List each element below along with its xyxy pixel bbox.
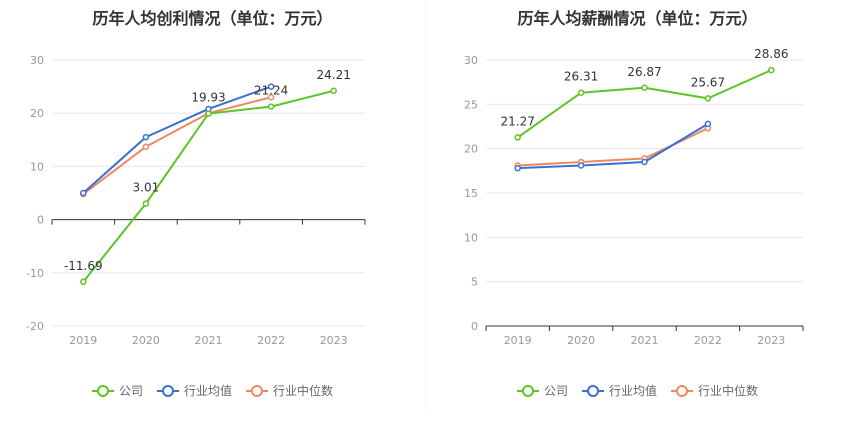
y-tick-label: 0 <box>37 214 44 227</box>
data-point-company <box>641 84 648 92</box>
y-tick-label: 10 <box>464 231 478 244</box>
legend-item-industry-median[interactable]: 行业中位数 <box>671 382 758 399</box>
legend-item-industry-avg[interactable]: 行业均值 <box>581 382 657 399</box>
legend-company-icon <box>516 384 539 397</box>
x-tick-label: 2021 <box>195 334 223 347</box>
legend-label: 行业中位数 <box>273 384 334 398</box>
data-point-industry-avg <box>267 83 275 90</box>
x-tick-label: 2023 <box>757 334 785 347</box>
data-point-company <box>330 87 337 95</box>
legend-label: 行业均值 <box>183 384 232 398</box>
y-tick-label: 10 <box>30 160 44 173</box>
chart-legend: 公司 行业均值 行业中位数 <box>425 382 850 399</box>
series-line-company <box>517 69 772 139</box>
legend-company-icon <box>91 384 114 397</box>
data-point-industry-median <box>267 93 275 101</box>
x-tick-label: 2020 <box>567 334 595 347</box>
y-tick-label: -10 <box>26 267 44 280</box>
data-point-industry-median <box>142 143 150 150</box>
series-line-company <box>82 89 334 283</box>
data-point-company <box>577 89 585 96</box>
data-point-industry-avg <box>704 120 712 128</box>
y-tick-label: 25 <box>464 98 478 111</box>
legend-item-company[interactable]: 公司 <box>91 382 143 399</box>
profit-per-capita-chart: 历年人均创利情况（单位：万元） -20 -10 0 10 20 30 2019 2020 202… <box>0 9 425 399</box>
x-tick-label: 2021 <box>631 334 659 347</box>
chart-title: 历年人均创利情况（单位：万元） <box>92 9 333 28</box>
data-label: 28.86 <box>754 47 788 61</box>
x-tick-label: 2019 <box>69 334 97 347</box>
data-point-company <box>142 200 150 207</box>
data-label: 24.21 <box>317 68 351 82</box>
legend-label: 公司 <box>543 384 568 398</box>
y-tick-label: 20 <box>464 143 478 156</box>
data-label: 3.01 <box>133 181 160 195</box>
x-tick-label: 2022 <box>257 334 285 347</box>
legend-item-industry-median[interactable]: 行业中位数 <box>246 382 333 399</box>
data-label: 21.24 <box>254 84 288 98</box>
salary-per-capita-chart: 历年人均薪酬情况（单位：万元） 0 5 10 15 20 25 30 2019 2020 2021… <box>425 0 850 437</box>
legend-label: 行业中位数 <box>698 384 759 398</box>
y-tick-label: 20 <box>30 107 44 120</box>
data-label: 19.93 <box>191 91 225 105</box>
data-label: 26.31 <box>564 70 598 84</box>
legend-industry-avg-icon <box>581 384 604 397</box>
chart-plot-area: -20 -10 0 10 20 30 2019 2020 2021 2022 2023 -11.69 3… <box>26 54 366 347</box>
data-point-company <box>80 278 87 286</box>
data-label: -11.69 <box>64 259 103 273</box>
x-tick-label: 2019 <box>504 334 532 347</box>
y-tick-label: 30 <box>30 54 44 67</box>
y-tick-label: 5 <box>471 276 478 289</box>
legend-label: 行业均值 <box>608 384 657 398</box>
legend-label: 公司 <box>118 384 143 398</box>
data-point-company <box>205 110 212 117</box>
data-point-industry-avg <box>80 189 87 197</box>
data-point-industry-avg <box>641 158 648 166</box>
data-label: 21.27 <box>501 114 535 128</box>
series-line-industry-median <box>517 127 709 167</box>
x-tick-label: 2023 <box>320 334 348 347</box>
series-line-industry-avg <box>517 122 709 170</box>
data-point-company <box>704 95 712 102</box>
data-label: 26.87 <box>627 65 661 79</box>
data-label: 25.67 <box>691 75 725 89</box>
chart-plot-area: 0 5 10 15 20 25 30 2019 2020 2021 2022 2023 21.27 26.… <box>464 47 804 347</box>
data-point-industry-avg <box>577 162 585 169</box>
data-point-company <box>514 134 521 141</box>
legend-item-industry-avg[interactable]: 行业均值 <box>156 382 232 399</box>
series-line-industry-median <box>82 96 272 195</box>
legend-industry-median-icon <box>246 384 268 397</box>
x-tick-label: 2022 <box>694 334 722 347</box>
data-point-industry-avg <box>514 164 521 172</box>
y-tick-label: 15 <box>464 187 478 200</box>
y-tick-label: 30 <box>464 54 478 67</box>
data-point-company <box>768 66 775 74</box>
y-tick-label: 0 <box>471 320 478 333</box>
panel-divider <box>425 0 426 410</box>
data-point-industry-avg <box>142 133 150 141</box>
series-line-industry-avg <box>82 85 272 194</box>
data-point-company <box>267 103 275 110</box>
legend-item-company[interactable]: 公司 <box>516 382 568 399</box>
x-tick-label: 2020 <box>132 334 160 347</box>
legend-industry-median-icon <box>671 384 693 397</box>
legend-industry-avg-icon <box>156 384 179 397</box>
chart-legend: 公司 行业均值 行业中位数 <box>0 382 425 399</box>
y-tick-label: -20 <box>26 320 44 333</box>
chart-title: 历年人均薪酬情况（单位：万元） <box>517 9 758 28</box>
